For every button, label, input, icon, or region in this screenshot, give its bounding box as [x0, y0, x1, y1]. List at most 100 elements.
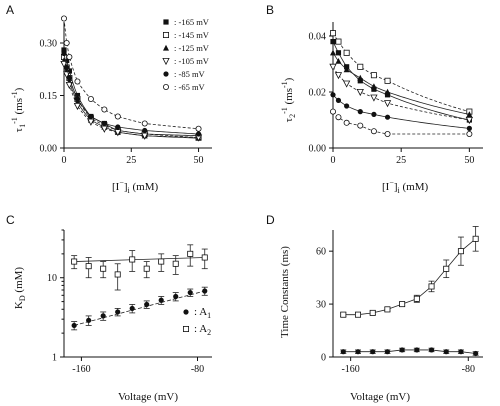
- data-point: [354, 311, 361, 318]
- data-point: [61, 47, 67, 53]
- data-point: [335, 58, 342, 64]
- data-point: [355, 349, 361, 355]
- data-point: [384, 130, 391, 137]
- panel-a-xlabel: [I−]i (mM): [112, 178, 159, 195]
- fit-curve: [332, 52, 470, 115]
- data-point: [466, 125, 472, 131]
- panel-letter-a: A: [6, 3, 14, 17]
- data-point: [114, 271, 121, 278]
- data-point: [71, 322, 77, 329]
- data-point: [195, 125, 202, 132]
- data-point: [141, 132, 149, 140]
- panel-letter-b: B: [266, 3, 274, 17]
- data-point: [383, 100, 392, 108]
- data-point: [356, 89, 364, 97]
- legend-marker: [162, 84, 169, 91]
- legend-marker: [163, 71, 169, 77]
- data-point: [343, 119, 350, 126]
- fit-curve: [332, 111, 470, 135]
- data-point: [330, 39, 336, 45]
- series-5: [61, 50, 202, 137]
- data-point: [329, 108, 336, 115]
- y-tick-label: 0.00: [40, 144, 58, 155]
- data-point: [88, 113, 94, 120]
- data-point: [66, 75, 72, 81]
- y-tick-label: 0.02: [309, 88, 327, 99]
- y-tick-label: 0: [321, 353, 326, 364]
- data-point: [330, 49, 336, 56]
- panel-b-plot: 0.00 0.02 0.04 0 25 50: [309, 22, 483, 166]
- data-point: [413, 295, 420, 302]
- legend-marker: [182, 325, 189, 332]
- data-point: [428, 347, 435, 353]
- data-point: [129, 305, 135, 312]
- data-point: [466, 111, 473, 117]
- data-point: [335, 97, 342, 103]
- panel-d-ylabel: Time Constants (ms): [279, 246, 291, 338]
- series-4: [60, 61, 203, 142]
- data-point: [342, 80, 351, 88]
- fit-curve: [332, 66, 470, 121]
- panel-b-xlabel: [I−]i (mM): [382, 178, 429, 195]
- fit-curve: [63, 56, 199, 138]
- data-point: [144, 301, 150, 308]
- y-tick-label: 60: [316, 247, 326, 258]
- data-point: [73, 103, 82, 111]
- data-point: [101, 120, 107, 127]
- chart-marks: 0.00 0.15 0.30 0 25 50 0.00 0.02 0.04 0 25 50 1 10 -16…: [40, 15, 483, 375]
- series-3: [330, 49, 473, 117]
- y-tick-label: 0.04: [309, 32, 327, 43]
- panel-c-ylabel: KD (mM): [13, 267, 27, 309]
- data-point: [187, 250, 194, 257]
- series-2: [340, 226, 479, 318]
- data-point: [466, 130, 473, 137]
- data-point: [63, 40, 70, 47]
- data-point: [173, 293, 179, 300]
- data-point: [143, 265, 150, 272]
- legend-label: : -65 mV: [174, 82, 206, 92]
- data-point: [142, 127, 148, 134]
- data-point: [187, 289, 193, 296]
- data-point: [371, 86, 377, 92]
- legend-label: : -145 mV: [174, 30, 210, 40]
- y-tick-label: 30: [316, 300, 326, 311]
- data-point: [335, 50, 342, 56]
- data-point: [329, 63, 337, 71]
- svg-text:τ2-1 (ms-1): τ2-1 (ms-1): [280, 77, 297, 122]
- data-point: [399, 347, 405, 353]
- data-point: [473, 350, 479, 357]
- series-2: [71, 244, 208, 291]
- data-point: [101, 106, 108, 113]
- data-point: [340, 311, 347, 318]
- x-tick-label: 25: [126, 155, 136, 166]
- data-point: [87, 118, 95, 126]
- svg-text:τ1-1 (ms-1): τ1-1 (ms-1): [10, 87, 27, 132]
- series-4: [329, 63, 474, 125]
- x-tick-label: -160: [341, 364, 359, 375]
- data-point: [343, 66, 350, 73]
- data-point: [66, 54, 73, 61]
- data-point: [85, 263, 92, 270]
- data-point: [458, 349, 464, 355]
- x-tick-label: 0: [331, 155, 336, 166]
- x-tick-label: -80: [191, 364, 204, 375]
- x-tick-label: 0: [62, 155, 67, 166]
- legend-label: : -85 mV: [174, 69, 206, 79]
- x-tick-label: -80: [462, 364, 475, 375]
- series-6: [61, 15, 202, 132]
- x-tick-label: 50: [194, 155, 204, 166]
- legend-marker: [163, 44, 169, 51]
- data-point: [335, 114, 342, 121]
- data-point: [66, 68, 72, 74]
- data-point: [370, 72, 377, 79]
- data-point: [115, 124, 121, 130]
- series-1: [71, 286, 208, 331]
- legend-marker: [162, 32, 169, 39]
- y-tick-label: 10: [47, 273, 57, 284]
- data-point: [369, 309, 376, 316]
- data-point: [74, 96, 81, 102]
- data-point: [86, 317, 92, 323]
- data-point: [87, 96, 94, 103]
- y-tick-label: 0.00: [309, 144, 327, 155]
- fit-curve: [332, 32, 470, 112]
